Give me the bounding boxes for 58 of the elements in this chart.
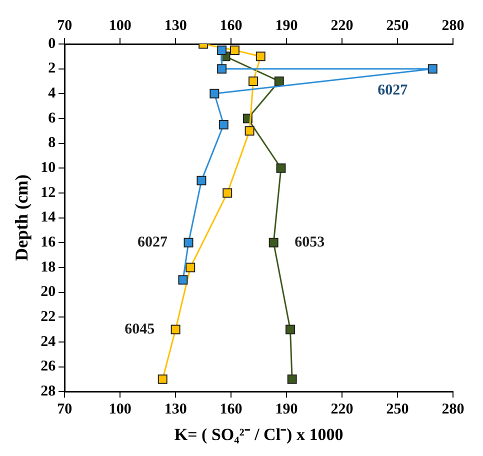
x-axis-title: K= ( SO₄²⁻ / Cl⁻) x 1000	[174, 425, 344, 444]
point	[170, 324, 180, 334]
x-tick-label: 100	[108, 401, 132, 418]
point	[286, 324, 295, 334]
y-tick-label: 14	[40, 210, 56, 226]
x-tick-label: 70	[57, 401, 72, 418]
x-tick-label: 130	[164, 401, 187, 418]
y-tick-label: 22	[40, 308, 56, 325]
x-tick-label: 160	[220, 401, 242, 418]
y-tick-label: 2	[48, 60, 56, 77]
point	[158, 374, 168, 384]
point	[184, 238, 194, 248]
point	[196, 176, 206, 186]
x-tick-label: 190	[275, 401, 298, 418]
x2-tick-label: 220	[330, 18, 354, 34]
y-tick-label: 10	[40, 160, 56, 176]
y-tick-label: 0	[48, 36, 56, 52]
point	[428, 64, 438, 74]
x2-tick-label: 250	[386, 18, 409, 34]
point	[274, 76, 284, 86]
y-tick-label: 24	[40, 334, 56, 350]
point	[248, 76, 258, 86]
point	[210, 88, 220, 98]
point	[218, 120, 228, 130]
y-tick-label: 8	[48, 135, 56, 152]
y-tick-label: 6	[48, 110, 56, 126]
x2-tick-label: 160	[220, 18, 242, 34]
point	[222, 188, 232, 198]
point	[268, 238, 278, 248]
y-axis-title: Depth (cm)	[11, 174, 32, 262]
point	[217, 45, 227, 55]
y-tick-label: 12	[40, 184, 56, 201]
point	[276, 163, 286, 173]
x2-tick-label: 280	[442, 18, 464, 34]
annotation: 6027	[138, 234, 168, 251]
point	[186, 262, 196, 272]
x2-tick-label: 190	[275, 18, 298, 34]
y-tick-label: 4	[48, 86, 56, 102]
x2-tick-label: 70	[57, 18, 72, 34]
series-label: 6045	[124, 321, 155, 338]
x-tick-label: 220	[330, 401, 354, 418]
point	[244, 126, 254, 136]
y-tick-label: 18	[40, 259, 56, 276]
y-tick-label: 26	[40, 358, 56, 375]
series-label: 6027	[378, 82, 408, 99]
x2-tick-label: 130	[164, 18, 187, 34]
y-tick-label: 20	[40, 284, 56, 300]
y-tick-label: 28	[40, 383, 56, 400]
series-label: 6053	[294, 234, 325, 251]
point	[256, 52, 266, 62]
point	[287, 374, 297, 384]
point	[230, 45, 240, 55]
point	[178, 275, 188, 285]
x2-tick-label: 100	[108, 18, 132, 34]
x-tick-label: 280	[442, 401, 464, 418]
x-tick-label: 250	[386, 401, 409, 418]
point	[217, 64, 227, 74]
y-tick-label: 16	[40, 234, 56, 251]
